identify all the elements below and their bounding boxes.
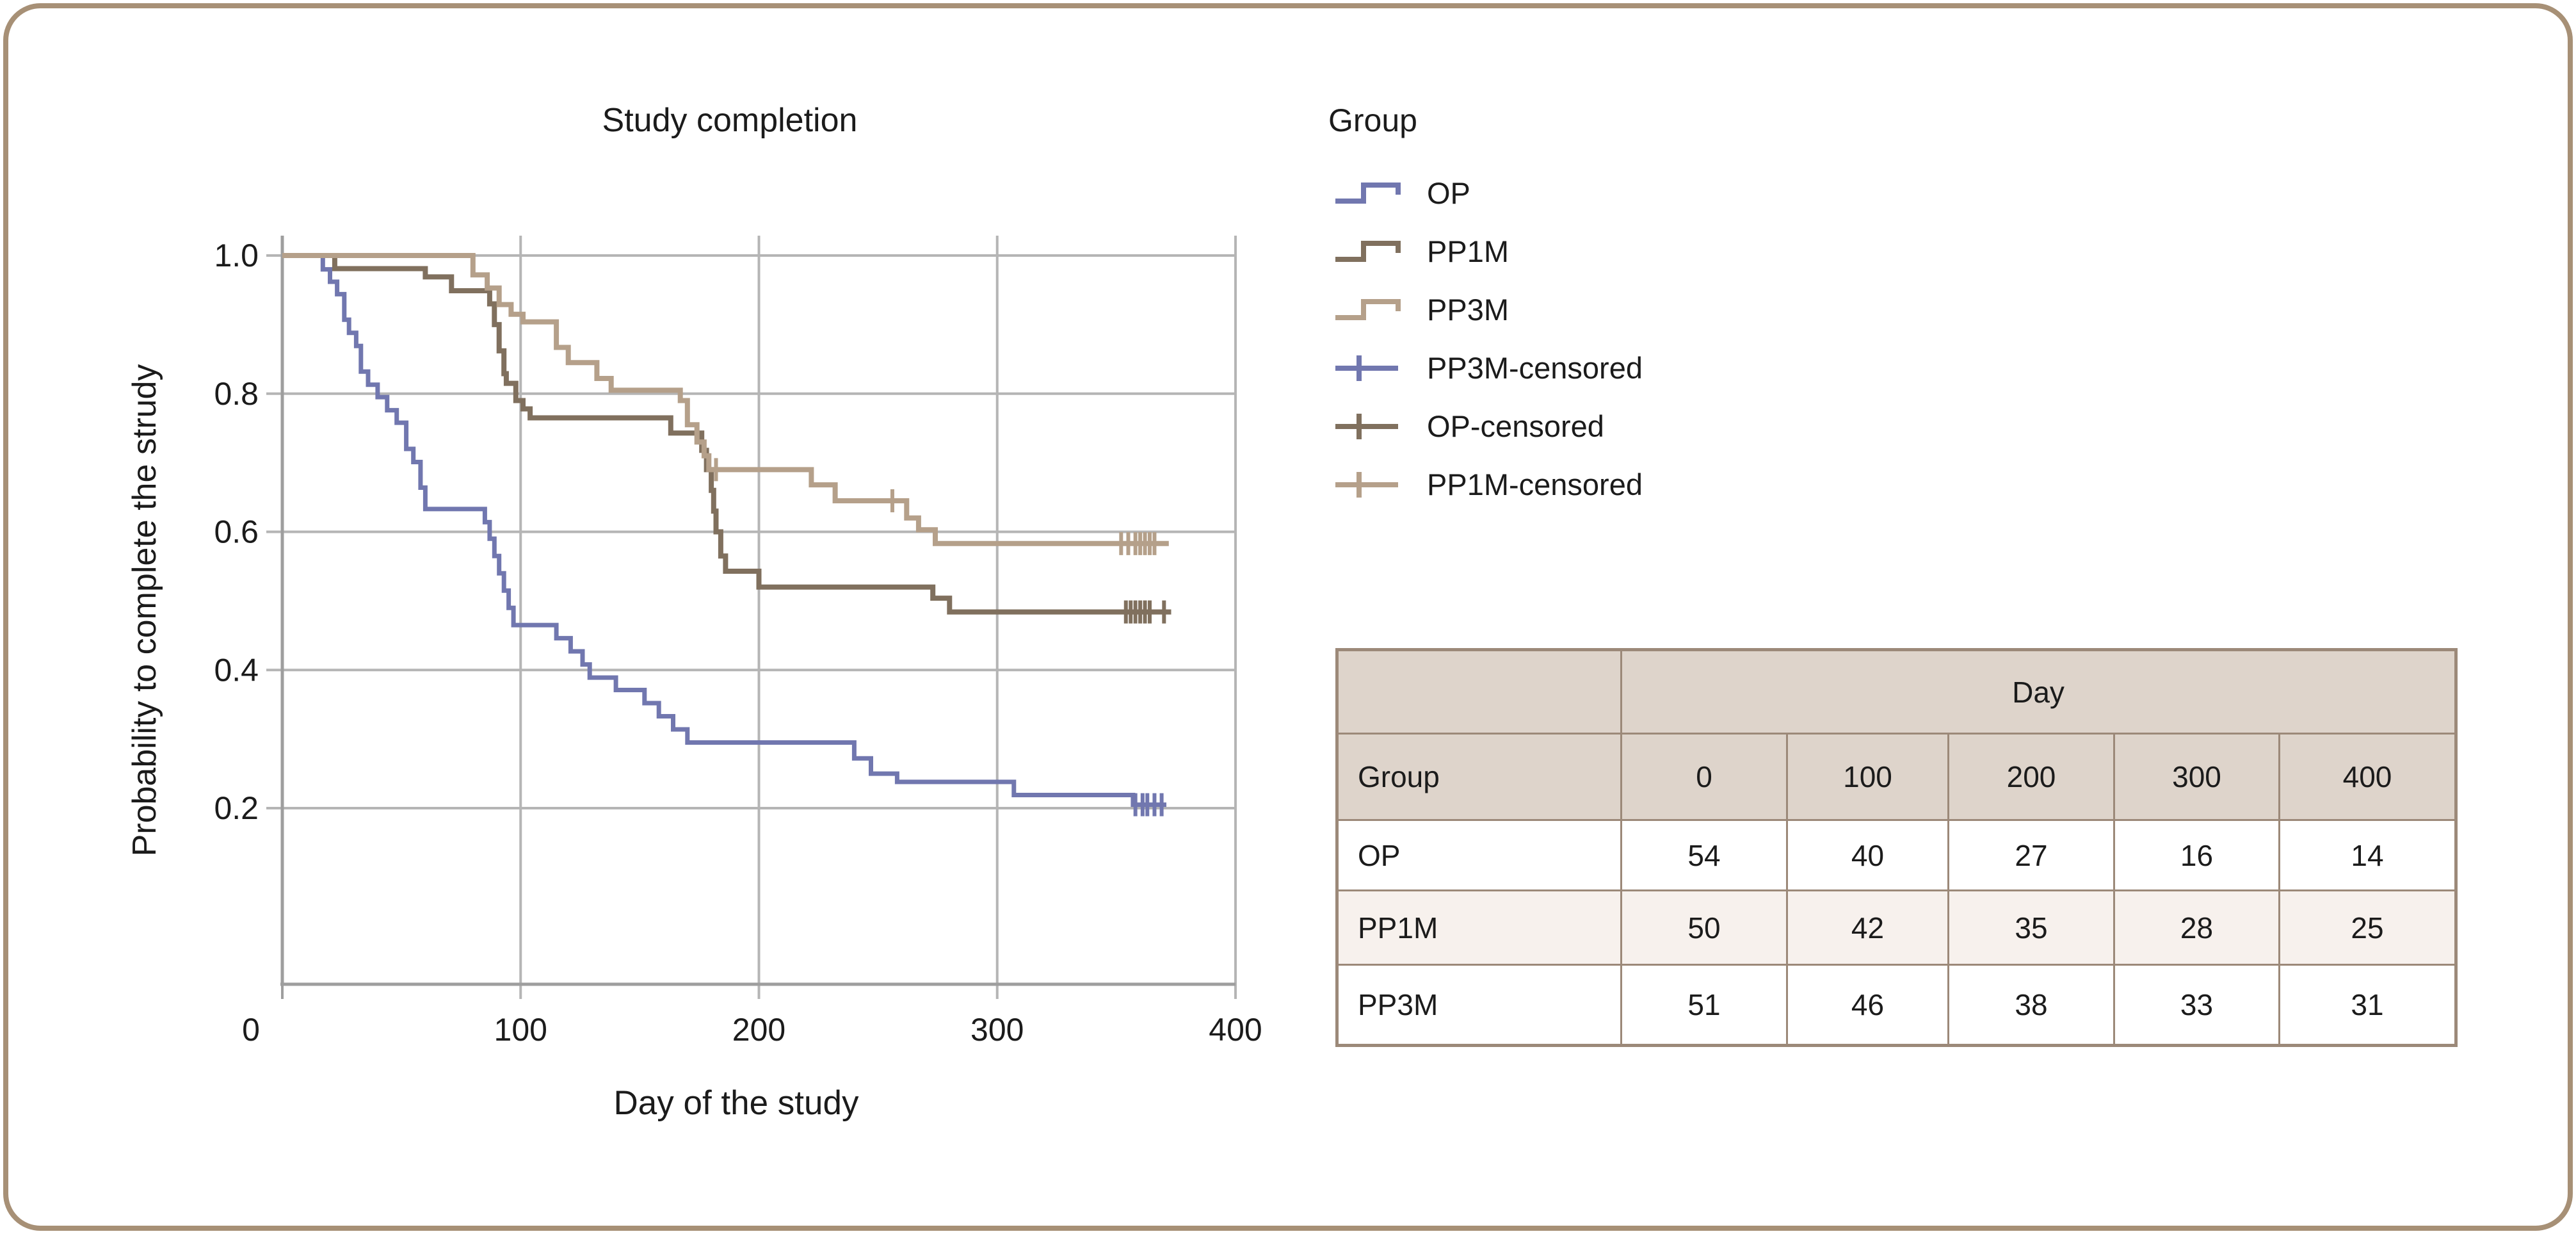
table-row: PP1M 50 42 35 28 25 (1336, 889, 2457, 966)
legend-item-pp3m: PP3M (1328, 280, 1904, 339)
count-cell: 42 (1786, 889, 1949, 966)
legend-item-label: OP-censored (1427, 409, 1604, 443)
legend-title: Group (1328, 102, 1417, 138)
count-cell: 27 (1947, 819, 2115, 891)
op-censored-swatch-icon (1335, 413, 1398, 439)
table-column-header-row: Group 0 100 200 300 400 (1336, 733, 2457, 821)
svg-text:0: 0 (242, 1012, 260, 1048)
count-cell: 33 (2113, 964, 2280, 1046)
legend: Group OP PP1M PP3M PP3M-censored (1328, 102, 1904, 514)
count-cell: 40 (1786, 819, 1949, 891)
legend-item-label: OP (1427, 176, 1470, 210)
risk-table: Day Group 0 100 200 300 400 OP 54 40 27 … (1335, 648, 2458, 1047)
table-corner-cell (1336, 649, 1622, 735)
count-cell: 50 (1620, 889, 1788, 966)
legend-item-pp1m-censored: PP1M-censored (1328, 455, 1904, 514)
count-cell: 38 (1947, 964, 2115, 1046)
legend-item-pp3m-censored: PP3M-censored (1328, 339, 1904, 397)
day-col-header: 300 (2113, 733, 2280, 821)
legend-item-label: PP3M-censored (1427, 351, 1643, 385)
day-col-header: 400 (2278, 733, 2457, 821)
group-name-cell: PP3M (1336, 964, 1622, 1046)
pp1m-step-swatch-icon (1335, 240, 1401, 262)
pp1m-censored-swatch-icon (1335, 471, 1398, 498)
count-cell: 54 (1620, 819, 1788, 891)
legend-item-label: PP1M (1427, 234, 1509, 268)
legend-item-pp1m: PP1M (1328, 222, 1904, 280)
legend-items: OP PP1M PP3M PP3M-censored OP-censored (1328, 164, 1904, 514)
svg-text:0.4: 0.4 (214, 652, 259, 688)
day-col-header: 200 (1947, 733, 2115, 821)
count-cell: 31 (2278, 964, 2457, 1046)
table-day-header-row: Day (1336, 649, 2457, 735)
count-cell: 51 (1620, 964, 1788, 1046)
km-chart: 1.0 0.8 0.6 0.4 0.2 0 100 200 300 400 Study compl… (126, 102, 1262, 1122)
day-col-header: 0 (1620, 733, 1788, 821)
chart-title: Study completion (602, 102, 858, 139)
chart-plot-layer: 1.0 0.8 0.6 0.4 0.2 0 100 200 300 400 (214, 236, 1262, 1048)
legend-item-label: PP1M-censored (1427, 467, 1643, 501)
count-cell: 25 (2278, 889, 2457, 966)
svg-text:0.8: 0.8 (214, 376, 259, 412)
svg-text:300: 300 (970, 1012, 1024, 1048)
count-cell: 28 (2113, 889, 2280, 966)
legend-item-op-censored: OP-censored (1328, 397, 1904, 455)
day-col-header: 100 (1786, 733, 1949, 821)
group-header-cell: Group (1336, 733, 1622, 821)
svg-text:1.0: 1.0 (214, 238, 259, 273)
count-cell: 46 (1786, 964, 1949, 1046)
svg-text:400: 400 (1209, 1012, 1262, 1048)
day-header-cell: Day (1620, 649, 2457, 735)
table-row: OP 54 40 27 16 14 (1336, 819, 2457, 891)
count-cell: 35 (1947, 889, 2115, 966)
y-axis-title: Probability to complete the strudy (126, 364, 163, 857)
pp3m-step-swatch-icon (1335, 298, 1401, 320)
svg-text:0.6: 0.6 (214, 514, 259, 550)
svg-text:0.2: 0.2 (214, 790, 259, 826)
x-axis-title: Day of the study (614, 1084, 859, 1122)
group-name-cell: PP1M (1336, 889, 1622, 966)
pp3m-censored-swatch-icon (1335, 355, 1398, 381)
count-cell: 16 (2113, 819, 2280, 891)
group-name-cell: OP (1336, 819, 1622, 891)
legend-item-op: OP (1328, 164, 1904, 222)
svg-text:200: 200 (732, 1012, 785, 1048)
op-step-swatch-icon (1335, 182, 1401, 204)
svg-text:100: 100 (494, 1012, 547, 1048)
table-row: PP3M 51 46 38 33 31 (1336, 964, 2457, 1046)
legend-item-label: PP3M (1427, 293, 1509, 327)
count-cell: 14 (2278, 819, 2457, 891)
